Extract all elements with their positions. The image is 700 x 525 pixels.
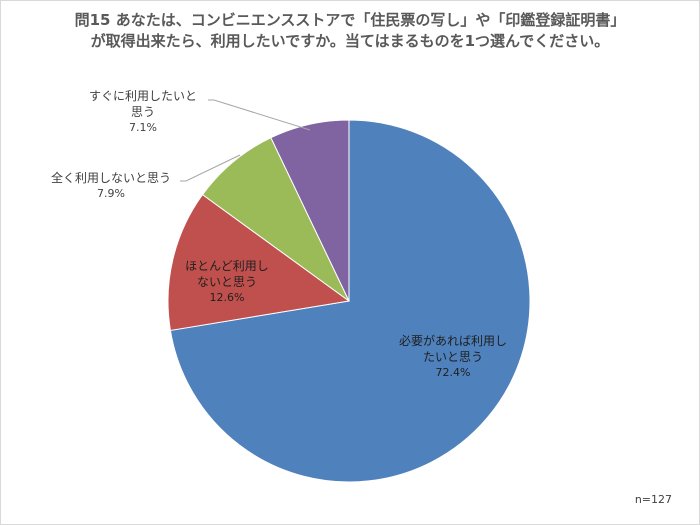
sample-size-note: n=127 <box>634 493 672 506</box>
label-slice-4-pct: 7.1% <box>129 121 157 134</box>
leader-line-slice-4 <box>208 99 311 131</box>
label-slice-2-pct: 12.6% <box>209 291 245 304</box>
chart-title: 問15 あなたは、コンビニエンスストアで「住民票の写し」や「印鑑登録証明書」が取… <box>74 11 626 50</box>
label-slice-2: ほとんど利用し ないと思う 12.6% <box>172 258 282 306</box>
label-slice-2-line2: ないと思う <box>196 275 257 289</box>
label-slice-1-line2: たいと思う <box>422 350 483 364</box>
pie-slice-3 <box>201 137 350 302</box>
label-slice-1-line1: 必要があれば利用し <box>398 334 507 348</box>
leader-line-slice-3 <box>180 154 241 182</box>
pie-slice-1 <box>169 119 531 483</box>
pie-slice-4 <box>270 119 350 302</box>
label-slice-4: すぐに利用したいと 思う 7.1% <box>68 88 218 136</box>
label-slice-1-pct: 72.4% <box>435 366 471 379</box>
label-slice-1: 必要があれば利用し たいと思う 72.4% <box>378 333 528 381</box>
label-slice-4-line1: すぐに利用したいと <box>88 89 197 103</box>
pie-slice-2 <box>167 193 351 332</box>
label-slice-4-line2: 思う <box>130 105 155 119</box>
label-slice-2-line1: ほとんど利用し <box>185 259 269 273</box>
label-slice-3: 全く利用しないと思う 7.9% <box>36 170 186 202</box>
label-slice-3-line1: 全く利用しないと思う <box>50 171 171 185</box>
label-slice-3-pct: 7.9% <box>97 187 125 200</box>
